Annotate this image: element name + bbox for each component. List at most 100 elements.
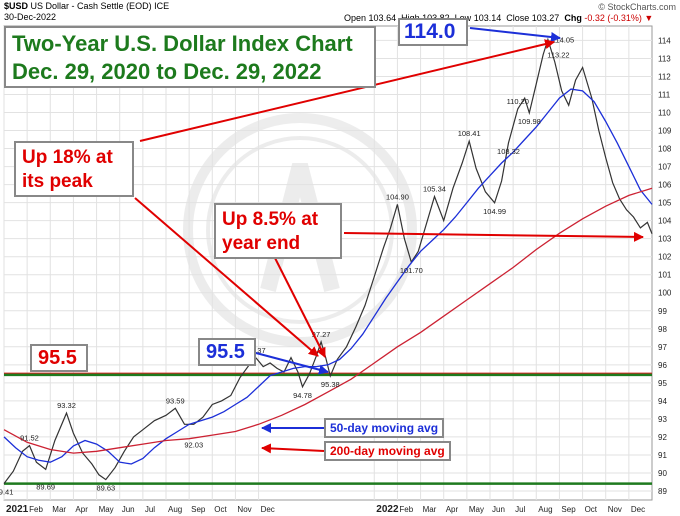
y-tick-label: 102 — [658, 253, 672, 262]
symbol: $USD — [4, 1, 29, 11]
x-tick-label: Jul — [145, 505, 155, 514]
down-arrow-icon: ▼ — [644, 13, 654, 23]
data-label: 113.22 — [547, 50, 569, 59]
x-tick-label: Oct — [585, 505, 598, 514]
x-tick-label: Mar — [52, 505, 66, 514]
y-tick-label: 110 — [658, 109, 671, 118]
y-tick-label: 114 — [658, 36, 671, 45]
x-tick-label: Feb — [399, 505, 413, 514]
data-label: 108.41 — [458, 129, 481, 138]
chart-header-line1: $USD US Dollar - Cash Settle (EOD) ICE — [4, 1, 169, 11]
price-line — [3, 37, 653, 484]
x-tick-label: Nov — [237, 505, 251, 514]
blue-level-box: 95.5 — [198, 338, 256, 366]
chart-subtitle: Dec. 29, 2020 to Dec. 29, 2022 — [12, 59, 322, 84]
annotation-arrows — [134, 27, 644, 454]
peak-arrow — [469, 27, 561, 42]
y-tick-label: 107 — [658, 163, 672, 172]
x-tick-label: Feb — [29, 505, 43, 514]
x-tick-label: Jun — [492, 505, 505, 514]
close-value: 103.27 — [531, 13, 560, 23]
data-label: 89.41 — [0, 488, 13, 497]
x-tick-label: Mar — [423, 505, 437, 514]
data-label: 89.63 — [96, 484, 115, 493]
y-tick-label: 105 — [658, 199, 672, 208]
instrument-name: US Dollar - Cash Settle (EOD) — [30, 1, 152, 11]
data-label: 96.37 — [247, 346, 266, 355]
x-tick-label: Apr — [75, 505, 88, 514]
y-tick-label: 97 — [658, 343, 667, 352]
x-axis: 2021 Feb Mar Apr May Jun Jul Aug Sep Oct Nov Dec 202… — [6, 504, 645, 515]
x-tick-label: Apr — [446, 505, 459, 514]
y-tick-label: 109 — [658, 127, 672, 136]
data-label: 110.20 — [507, 97, 529, 106]
ma200-label: 200-day moving avg — [324, 441, 451, 461]
data-label: 95.38 — [321, 380, 340, 389]
y-axis: 89 90 91 92 93 94 95 96 97 98 99 100 101 102 103 104 105… — [658, 36, 672, 496]
stockcharts-credit: © StockCharts.com — [598, 2, 676, 12]
data-label: 93.32 — [57, 401, 76, 410]
series-group — [3, 37, 653, 484]
y-tick-label: 91 — [658, 451, 667, 460]
data-label: 101.70 — [400, 266, 423, 275]
y-tick-label: 92 — [658, 433, 667, 442]
data-label: 108.32 — [497, 147, 520, 156]
y-tick-label: 93 — [658, 415, 667, 424]
y-tick-label: 99 — [658, 307, 667, 316]
up-18-box: Up 18% at its peak — [14, 141, 134, 197]
data-label: 94.78 — [293, 391, 312, 400]
open-value: 103.64 — [368, 13, 397, 23]
chart-date: 30-Dec-2022 — [4, 12, 57, 22]
y-tick-label: 113 — [658, 54, 671, 63]
y-tick-label: 101 — [658, 271, 672, 280]
ma200-arrow — [261, 443, 325, 454]
x-tick-label: Oct — [214, 505, 227, 514]
x-tick-label: Nov — [608, 505, 622, 514]
y-tick-label: 103 — [658, 235, 672, 244]
data-label: 97.27 — [312, 330, 331, 339]
chart-title: Two-Year U.S. Dollar Index Chart — [12, 31, 353, 56]
data-labels: 89.41 91.52 89.69 93.32 89.63 93.59 92.03 96.37… — [0, 36, 574, 497]
chart-title-box: Two-Year U.S. Dollar Index Chart Dec. 29… — [4, 26, 376, 88]
data-label: 104.90 — [386, 192, 409, 201]
y-tick-label: 96 — [658, 361, 667, 370]
y-tick-label: 95 — [658, 379, 667, 388]
peak-value-box: 114.0 — [398, 18, 468, 46]
x-tick-label: 2021 — [6, 504, 29, 515]
low-value: 103.14 — [473, 13, 502, 23]
x-tick-label: Dec — [261, 505, 275, 514]
x-tick-label: Jun — [122, 505, 135, 514]
x-tick-label: Dec — [631, 505, 645, 514]
up-8-5-box: Up 8.5% at year end — [214, 203, 342, 259]
y-tick-label: 100 — [658, 289, 672, 298]
change-value: -0.32 (-0.31%) — [584, 13, 642, 23]
x-tick-label: May — [469, 505, 484, 514]
y-tick-label: 112 — [658, 72, 671, 81]
x-tick-label: May — [99, 505, 114, 514]
x-tick-label: Sep — [191, 505, 206, 514]
data-label: 105.34 — [423, 184, 446, 193]
yearend-base-arrow — [274, 257, 326, 358]
y-tick-label: 94 — [658, 397, 667, 406]
y-tick-label: 90 — [658, 469, 667, 478]
y-tick-label: 89 — [658, 487, 667, 496]
x-tick-label: Aug — [168, 505, 182, 514]
y-tick-label: 106 — [658, 181, 672, 190]
x-tick-label: 2022 — [376, 504, 399, 515]
y-tick-label: 108 — [658, 145, 672, 154]
data-label: 109.98 — [518, 117, 541, 126]
yearend-arrow — [343, 231, 644, 242]
base-arrow — [134, 197, 319, 357]
ma50-label: 50-day moving avg — [324, 418, 445, 438]
ma50-line — [3, 88, 653, 465]
data-label: 104.99 — [483, 207, 506, 216]
peak-percent-arrow — [139, 39, 555, 142]
data-label: 89.69 — [36, 483, 55, 492]
x-tick-label: Jul — [515, 505, 525, 514]
red-level-box: 95.5 — [30, 344, 88, 372]
y-tick-label: 111 — [658, 90, 671, 99]
data-label: 92.03 — [184, 440, 203, 449]
ma200-line — [3, 187, 653, 454]
data-label: 91.52 — [20, 434, 39, 443]
data-label: 93.59 — [166, 396, 185, 405]
